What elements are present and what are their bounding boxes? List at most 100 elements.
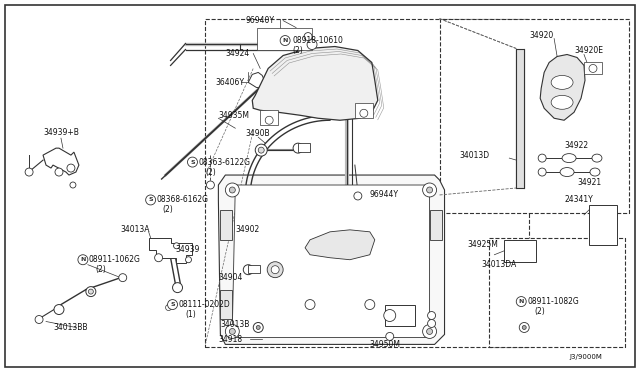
Circle shape	[516, 296, 526, 307]
Text: 08911-1082G: 08911-1082G	[527, 297, 579, 306]
Circle shape	[78, 255, 88, 265]
Circle shape	[267, 262, 283, 278]
Polygon shape	[218, 175, 445, 344]
Circle shape	[67, 164, 75, 172]
Circle shape	[427, 328, 433, 334]
Circle shape	[422, 183, 436, 197]
Circle shape	[253, 323, 263, 333]
Text: 34920E: 34920E	[574, 46, 603, 55]
Polygon shape	[252, 46, 378, 120]
Text: 34935M: 34935M	[218, 111, 250, 120]
Text: 34950M: 34950M	[370, 340, 401, 349]
Polygon shape	[232, 185, 429, 337]
Circle shape	[365, 299, 375, 310]
Text: 08363-6122G: 08363-6122G	[198, 158, 250, 167]
Circle shape	[271, 266, 279, 274]
Circle shape	[243, 265, 253, 275]
Text: 08911-1062G: 08911-1062G	[89, 255, 141, 264]
Polygon shape	[220, 290, 232, 320]
Text: (2): (2)	[205, 167, 216, 177]
Circle shape	[307, 39, 317, 49]
Text: 34013B: 34013B	[220, 320, 250, 329]
Text: 34924: 34924	[225, 49, 250, 58]
Circle shape	[293, 143, 303, 153]
Circle shape	[422, 324, 436, 339]
Circle shape	[70, 182, 76, 188]
Polygon shape	[429, 210, 442, 240]
Circle shape	[304, 33, 312, 41]
Circle shape	[173, 243, 180, 249]
Bar	[355, 103, 373, 118]
Ellipse shape	[551, 76, 573, 89]
Bar	[257, 28, 312, 49]
Circle shape	[146, 195, 156, 205]
Circle shape	[229, 328, 236, 334]
Bar	[248, 265, 260, 273]
Text: 34939+B: 34939+B	[43, 128, 79, 137]
Text: S: S	[190, 160, 195, 164]
Bar	[504, 240, 536, 262]
Text: 24341Y: 24341Y	[564, 195, 593, 205]
Text: (2): (2)	[534, 307, 545, 316]
Circle shape	[265, 116, 273, 124]
Text: 96944Y: 96944Y	[370, 190, 399, 199]
Text: 34013DA: 34013DA	[481, 260, 516, 269]
Text: N: N	[80, 257, 86, 262]
Text: 34939: 34939	[175, 245, 200, 254]
Bar	[516, 48, 524, 188]
Text: 34921: 34921	[577, 177, 601, 186]
Circle shape	[155, 254, 163, 262]
Ellipse shape	[562, 154, 576, 163]
Text: 34013BB: 34013BB	[53, 323, 88, 332]
Text: (2): (2)	[96, 265, 107, 274]
Bar	[584, 62, 602, 74]
Ellipse shape	[551, 95, 573, 109]
Circle shape	[256, 326, 260, 330]
Text: 08368-6162G: 08368-6162G	[157, 195, 209, 205]
Text: 96940Y: 96940Y	[245, 16, 275, 25]
Circle shape	[354, 192, 362, 200]
Polygon shape	[248, 73, 265, 89]
Text: 34904: 34904	[218, 273, 243, 282]
Bar	[385, 305, 415, 327]
Bar	[440, 19, 629, 213]
Text: 34013D: 34013D	[460, 151, 490, 160]
Text: 34922: 34922	[564, 141, 588, 150]
Text: (2): (2)	[292, 46, 303, 55]
Polygon shape	[305, 230, 375, 260]
Text: 34918: 34918	[218, 335, 243, 344]
Circle shape	[86, 286, 96, 296]
Text: 08918-10610: 08918-10610	[292, 36, 343, 45]
Text: 3490B: 3490B	[245, 129, 270, 138]
Circle shape	[188, 157, 198, 167]
Circle shape	[305, 299, 315, 310]
Circle shape	[384, 310, 396, 321]
Circle shape	[186, 257, 191, 263]
Circle shape	[280, 36, 290, 45]
Circle shape	[88, 289, 93, 294]
Circle shape	[360, 109, 368, 117]
Text: S: S	[170, 302, 175, 307]
Circle shape	[25, 168, 33, 176]
Circle shape	[35, 315, 43, 324]
Text: J3/9000M: J3/9000M	[569, 355, 602, 360]
Circle shape	[522, 326, 526, 330]
Bar	[298, 143, 310, 152]
Text: 08111-0202D: 08111-0202D	[179, 300, 230, 309]
Text: (1): (1)	[186, 310, 196, 319]
Bar	[490, 238, 625, 347]
Text: 34902: 34902	[236, 225, 260, 234]
Circle shape	[427, 187, 433, 193]
Circle shape	[173, 283, 182, 293]
Text: (2): (2)	[163, 205, 173, 214]
Circle shape	[119, 274, 127, 282]
Polygon shape	[220, 210, 232, 240]
Circle shape	[538, 154, 546, 162]
Bar	[260, 110, 278, 125]
Circle shape	[55, 168, 63, 176]
Circle shape	[386, 333, 394, 340]
Circle shape	[428, 320, 436, 327]
Circle shape	[225, 324, 239, 339]
Circle shape	[255, 144, 267, 156]
Circle shape	[166, 305, 172, 311]
